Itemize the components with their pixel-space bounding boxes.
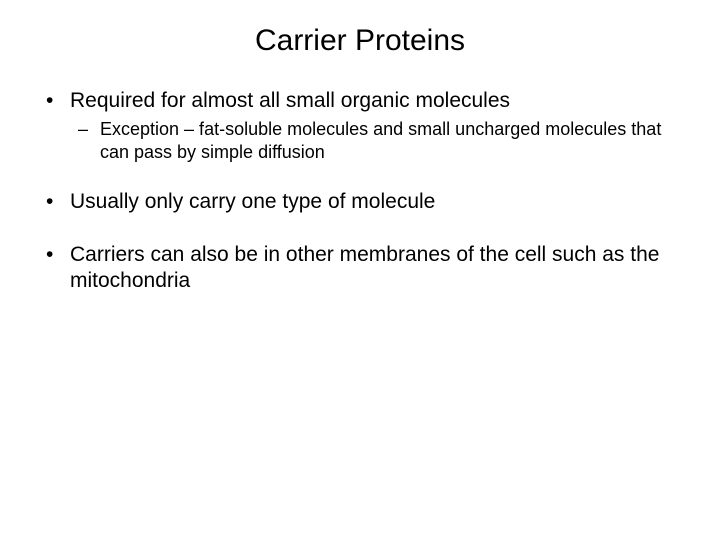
slide-title: Carrier Proteins <box>40 24 680 58</box>
bullet-text: Usually only carry one type of molecule <box>70 190 435 213</box>
bullet-text: Carriers can also be in other membranes … <box>70 243 659 292</box>
sub-text: Exception – fat-soluble molecules and sm… <box>100 119 661 162</box>
slide: Carrier Proteins Required for almost all… <box>0 0 720 540</box>
bullet-list: Required for almost all small organic mo… <box>40 88 680 294</box>
sub-list-item: Exception – fat-soluble molecules and sm… <box>70 118 680 163</box>
list-item: Carriers can also be in other membranes … <box>40 242 680 295</box>
list-item: Usually only carry one type of molecule <box>40 189 680 215</box>
sub-list: Exception – fat-soluble molecules and sm… <box>70 118 680 163</box>
bullet-text: Required for almost all small organic mo… <box>70 89 510 112</box>
list-item: Required for almost all small organic mo… <box>40 88 680 163</box>
